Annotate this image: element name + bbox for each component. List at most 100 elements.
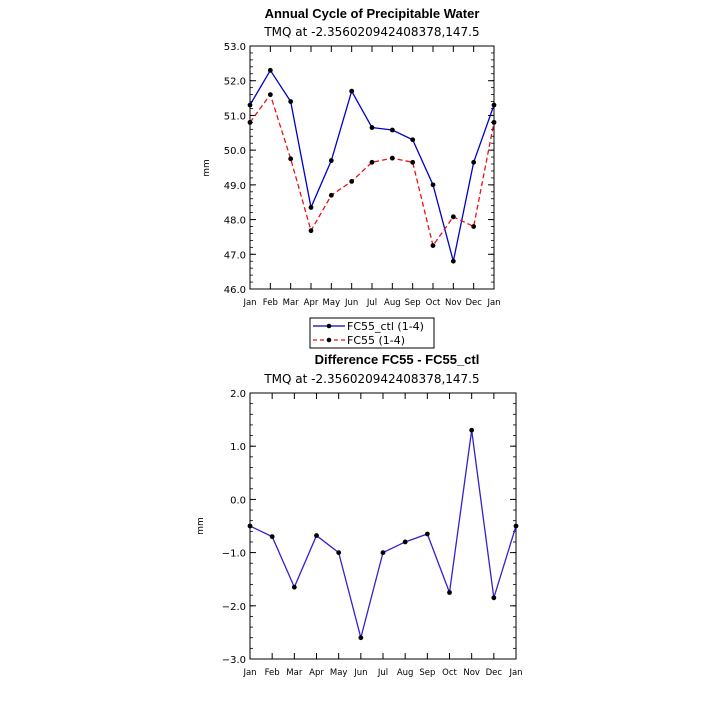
legend-label-fc55: FC55 (1-4) (347, 334, 405, 347)
y-tick-label: 52.0 (224, 77, 246, 88)
x-tick-label: Sep (419, 668, 435, 678)
data-point (430, 243, 436, 249)
x-tick-label: Feb (265, 668, 280, 678)
data-point (369, 125, 375, 130)
chart2-plot-frame (249, 392, 517, 660)
chart2-subtitle: TMQ at -2.356020942408378,147.5 (263, 372, 479, 386)
data-point (288, 99, 294, 104)
series-line-1 (249, 93, 495, 248)
x-tick-label: Nov (445, 298, 462, 308)
data-point (410, 159, 416, 165)
y-tick-label: 48.0 (224, 216, 246, 227)
data-point (308, 205, 314, 210)
y-tick-label: 53.0 (224, 42, 246, 53)
y-tick-label: −3.0 (222, 655, 246, 666)
data-point (308, 228, 314, 234)
chart2-x-axis: Jan Feb Mar Apr May Jun Jul Aug Sep Oct Nov Dec Jan (242, 393, 523, 678)
data-point (336, 550, 342, 555)
chart1-series (247, 67, 497, 264)
data-point (349, 88, 355, 94)
data-point (358, 635, 364, 641)
data-point (247, 523, 253, 529)
data-point (491, 102, 497, 108)
x-tick-label: Jan (242, 298, 256, 308)
x-tick-label: Aug (384, 298, 401, 308)
y-tick-label: 51.0 (224, 111, 246, 122)
chart1-plot-frame (249, 45, 495, 290)
data-point (410, 137, 416, 143)
x-tick-label: Oct (426, 298, 441, 308)
data-point (424, 531, 430, 537)
x-tick-label: Dec (465, 298, 482, 308)
data-point (450, 258, 456, 264)
data-point (267, 92, 273, 97)
data-point (430, 182, 436, 188)
chart2-y-axis: −3.0 −2.0 −1.0 0.0 1.0 2.0 (222, 389, 516, 666)
x-tick-label: Feb (263, 298, 278, 308)
data-point (447, 590, 452, 595)
y-tick-label: 49.0 (224, 181, 246, 192)
difference-chart: Difference FC55 - FC55_ctl TMQ at -2.356… (196, 352, 523, 678)
x-tick-label: Jul (366, 298, 377, 308)
data-point (369, 159, 375, 165)
x-tick-label: Mar (286, 668, 303, 678)
data-point (247, 119, 253, 125)
y-tick-label: 2.0 (230, 389, 246, 400)
data-point (328, 158, 334, 163)
chart2-series (247, 427, 519, 641)
x-tick-label: May (330, 668, 348, 678)
legend-marker-ctl (326, 323, 332, 329)
data-point (288, 156, 294, 162)
data-point (513, 523, 519, 529)
data-point (469, 427, 475, 433)
x-tick-label: Jun (353, 668, 367, 678)
precipitable-water-chart: Annual Cycle of Precipitable Water TMQ a… (202, 6, 501, 349)
x-tick-label: Mar (283, 298, 300, 308)
chart2-ylabel: mm (196, 517, 206, 535)
legend-label-ctl: FC55_ctl (1-4) (347, 320, 424, 333)
chart2-title: Difference FC55 - FC55_ctl (315, 352, 480, 367)
x-tick-label: Apr (304, 298, 319, 308)
x-tick-label: Sep (405, 298, 421, 308)
x-tick-label: Jan (486, 298, 500, 308)
data-point (450, 214, 456, 220)
y-tick-label: 46.0 (224, 285, 246, 296)
x-tick-label: Aug (397, 668, 414, 678)
chart1-legend: FC55_ctl (1-4) FC55 (1-4) (309, 317, 435, 349)
data-point (247, 102, 253, 108)
x-tick-label: Oct (442, 668, 457, 678)
y-tick-label: 1.0 (230, 442, 246, 453)
x-tick-label: Nov (463, 668, 480, 678)
data-point (389, 155, 395, 161)
data-point (389, 127, 395, 133)
series-line-0 (249, 430, 517, 641)
data-point (471, 159, 477, 165)
chart1-title: Annual Cycle of Precipitable Water (265, 6, 480, 21)
data-point (349, 178, 355, 184)
data-point (314, 533, 319, 538)
legend-box (309, 317, 435, 349)
y-tick-label: 0.0 (230, 495, 246, 506)
data-point (491, 119, 497, 125)
series-line-0 (249, 69, 495, 262)
data-point (328, 192, 334, 198)
x-tick-label: Dec (486, 668, 503, 678)
data-point (267, 67, 273, 73)
x-tick-label: Apr (309, 668, 324, 678)
y-tick-label: 50.0 (224, 146, 246, 157)
data-point (402, 539, 408, 545)
data-point (269, 534, 275, 540)
chart1-subtitle: TMQ at -2.356020942408378,147.5 (263, 25, 479, 39)
data-point (471, 224, 477, 229)
x-tick-label: May (323, 298, 341, 308)
x-tick-label: Jan (242, 668, 256, 678)
legend-marker-fc55 (326, 337, 332, 343)
data-point (291, 584, 297, 590)
x-tick-label: Jul (377, 668, 388, 678)
x-tick-label: Jun (344, 298, 358, 308)
y-tick-label: −2.0 (222, 602, 246, 613)
data-point (380, 550, 386, 555)
data-point (491, 595, 497, 601)
y-tick-label: 47.0 (224, 250, 246, 261)
